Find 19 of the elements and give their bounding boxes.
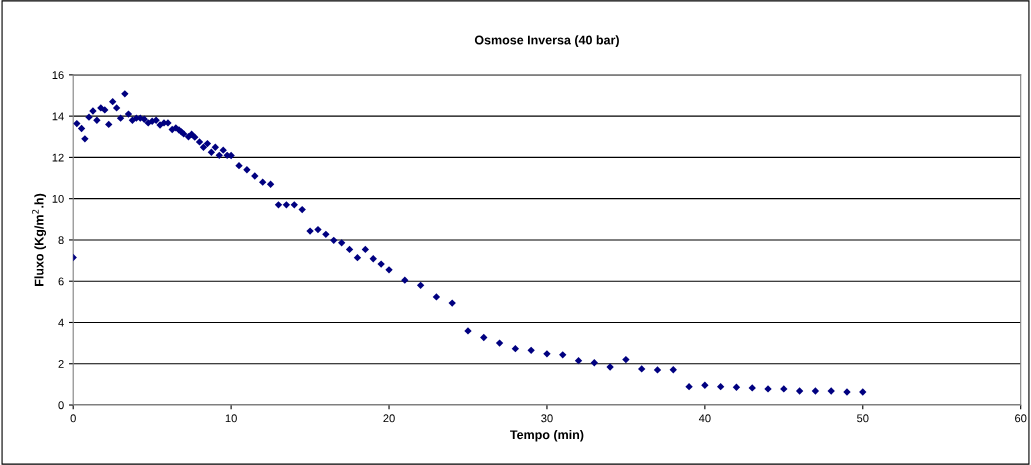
x-tick-label: 10: [225, 414, 237, 423]
y-tick-label: 8: [58, 236, 64, 245]
x-tick-label: 40: [698, 414, 711, 423]
y-tick-label: 0: [58, 401, 64, 410]
x-tick-label: 0: [70, 414, 76, 423]
y-tick-label: 10: [52, 194, 64, 203]
x-axis-title: Tempo (min): [510, 429, 584, 442]
y-axis-title: Fluxo (Kg/m$^{2}$.h): [32, 193, 47, 286]
y-tick-label: 2: [58, 360, 64, 368]
y-tick-label: 16: [52, 71, 64, 79]
x-tick-label: 60: [1015, 414, 1027, 423]
x-tick-label: 30: [541, 414, 553, 423]
x-tick-label: 20: [383, 414, 395, 423]
chart-title: Osmose Inversa (40 bar): [474, 35, 619, 47]
x-tick-label: 50: [857, 414, 869, 423]
y-tick-label: 14: [52, 112, 64, 121]
y-tick-label: 12: [52, 153, 64, 162]
y-tick-label: 4: [58, 318, 64, 327]
y-tick-label: 6: [58, 277, 64, 286]
